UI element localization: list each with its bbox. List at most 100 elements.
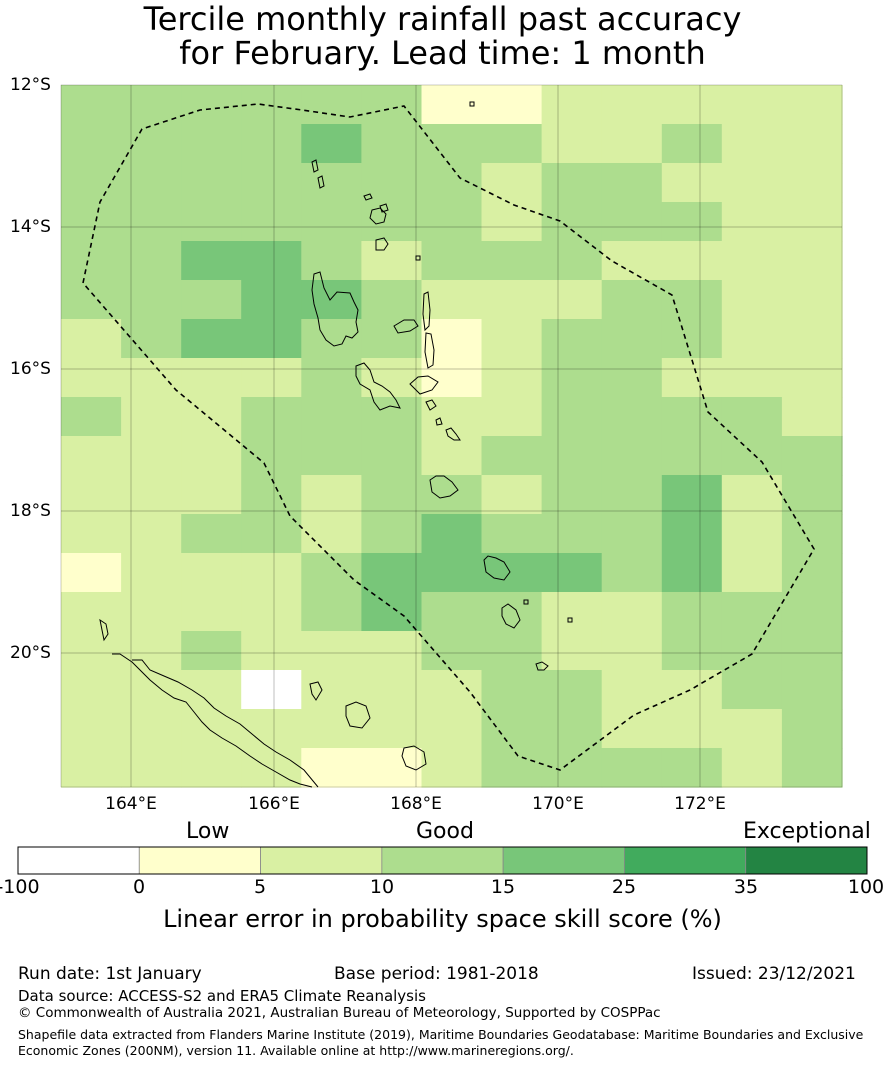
grid-cell: [241, 553, 302, 593]
colorbar-segment: [745, 846, 868, 875]
grid-cell: [241, 124, 302, 164]
grid-cell: [421, 319, 483, 359]
grid-cell: [361, 358, 423, 398]
legend-category-good: Good: [416, 819, 474, 844]
grid-cell: [61, 748, 122, 788]
grid-cell: [781, 592, 843, 632]
grid-cell: [61, 553, 122, 593]
grid-cell: [121, 553, 182, 593]
grid-cell: [181, 748, 242, 788]
grid-cell: [541, 748, 603, 788]
grid-cell: [661, 202, 723, 242]
grid-cell: [241, 475, 302, 515]
grid-cell: [361, 553, 423, 593]
grid-cell: [61, 85, 122, 125]
grid-cell: [361, 163, 423, 203]
grid-cell: [481, 475, 543, 515]
grid-cell: [301, 319, 362, 359]
coastline-ambrym: [409, 375, 439, 395]
grid-cell: [481, 358, 543, 398]
coastline-small-2: [469, 101, 475, 107]
grid-cell: [301, 85, 362, 125]
coastline-ambae: [393, 319, 419, 334]
grid-cell: [61, 280, 122, 320]
skill-grid: [61, 85, 843, 788]
legend-category-exceptional: Exceptional: [743, 819, 871, 844]
grid-cell: [361, 475, 423, 515]
colorbar-tick: 25: [611, 876, 637, 898]
coastline-loyalty-lifou: [345, 701, 371, 729]
grid-cell: [601, 709, 663, 749]
grid-cell: [661, 280, 723, 320]
grid-cell: [541, 202, 603, 242]
eez-boundary: [82, 103, 815, 771]
grid-cell: [421, 592, 483, 632]
grid-cell: [301, 514, 362, 554]
grid-cell: [781, 85, 843, 125]
grid-cell: [181, 163, 242, 203]
grid-cell: [361, 748, 423, 788]
grid-cell: [301, 280, 362, 320]
grid-cell: [241, 631, 302, 671]
grid-cell: [481, 163, 543, 203]
grid-cell: [781, 358, 843, 398]
grid-cell: [721, 397, 783, 437]
grid-cell: [421, 709, 483, 749]
grid-cell: [661, 670, 723, 710]
grid-cell: [181, 514, 242, 554]
coastline-small-1: [415, 255, 421, 261]
grid-cell: [481, 124, 543, 164]
grid-cell: [181, 280, 242, 320]
grid-cell: [61, 436, 122, 476]
grid-cell: [361, 397, 423, 437]
grid-cell: [421, 436, 483, 476]
grid-cell: [61, 124, 122, 164]
colorbar-segment: [624, 846, 747, 875]
lat-label-16s: 16°S: [10, 359, 51, 379]
grid-cell: [541, 358, 603, 398]
grid-cell: [481, 709, 543, 749]
grid-cell: [301, 475, 362, 515]
colorbar-tick: -100: [0, 876, 40, 898]
lat-label-20s: 20°S: [10, 643, 51, 663]
colorbar-segment: [260, 846, 383, 875]
colorbar-tick: 100: [847, 876, 885, 898]
coastline-loyalty-mare: [401, 745, 427, 771]
grid-cell: [181, 709, 242, 749]
grid-cell: [661, 397, 723, 437]
lon-label-172e: 172°E: [674, 794, 726, 814]
data-source: Data source: ACCESS-S2 and ERA5 Climate …: [18, 987, 426, 1005]
grid-cell: [421, 241, 483, 281]
grid-cell: [241, 514, 302, 554]
grid-cell: [361, 709, 423, 749]
map-frame: [60, 84, 843, 788]
coastline-banks-1: [363, 193, 373, 201]
grid-cell: [661, 631, 723, 671]
grid-cell: [301, 124, 362, 164]
colorbar-tick: 5: [253, 876, 267, 898]
grid-cell: [421, 163, 483, 203]
grid-cell: [181, 553, 242, 593]
grid-cell: [481, 670, 543, 710]
grid-cell: [241, 397, 302, 437]
grid-cell: [241, 163, 302, 203]
grid-cell: [781, 475, 843, 515]
grid-cell: [721, 358, 783, 398]
grid-cell: [301, 592, 362, 632]
grid-cell: [481, 280, 543, 320]
grid-cell: [601, 748, 663, 788]
grid-cell: [601, 124, 663, 164]
grid-cell: [121, 202, 182, 242]
grid-cell: [601, 670, 663, 710]
coastline-torres-2: [317, 175, 325, 189]
coastline-maewo: [422, 291, 431, 332]
grid-cell: [661, 358, 723, 398]
grid-cell: [661, 514, 723, 554]
grid-cell: [121, 670, 182, 710]
grid-cell: [661, 85, 723, 125]
grid-cell: [181, 319, 242, 359]
grid-cell: [121, 631, 182, 671]
grid-cell: [241, 280, 302, 320]
coastline-shepherd-1: [435, 417, 443, 426]
